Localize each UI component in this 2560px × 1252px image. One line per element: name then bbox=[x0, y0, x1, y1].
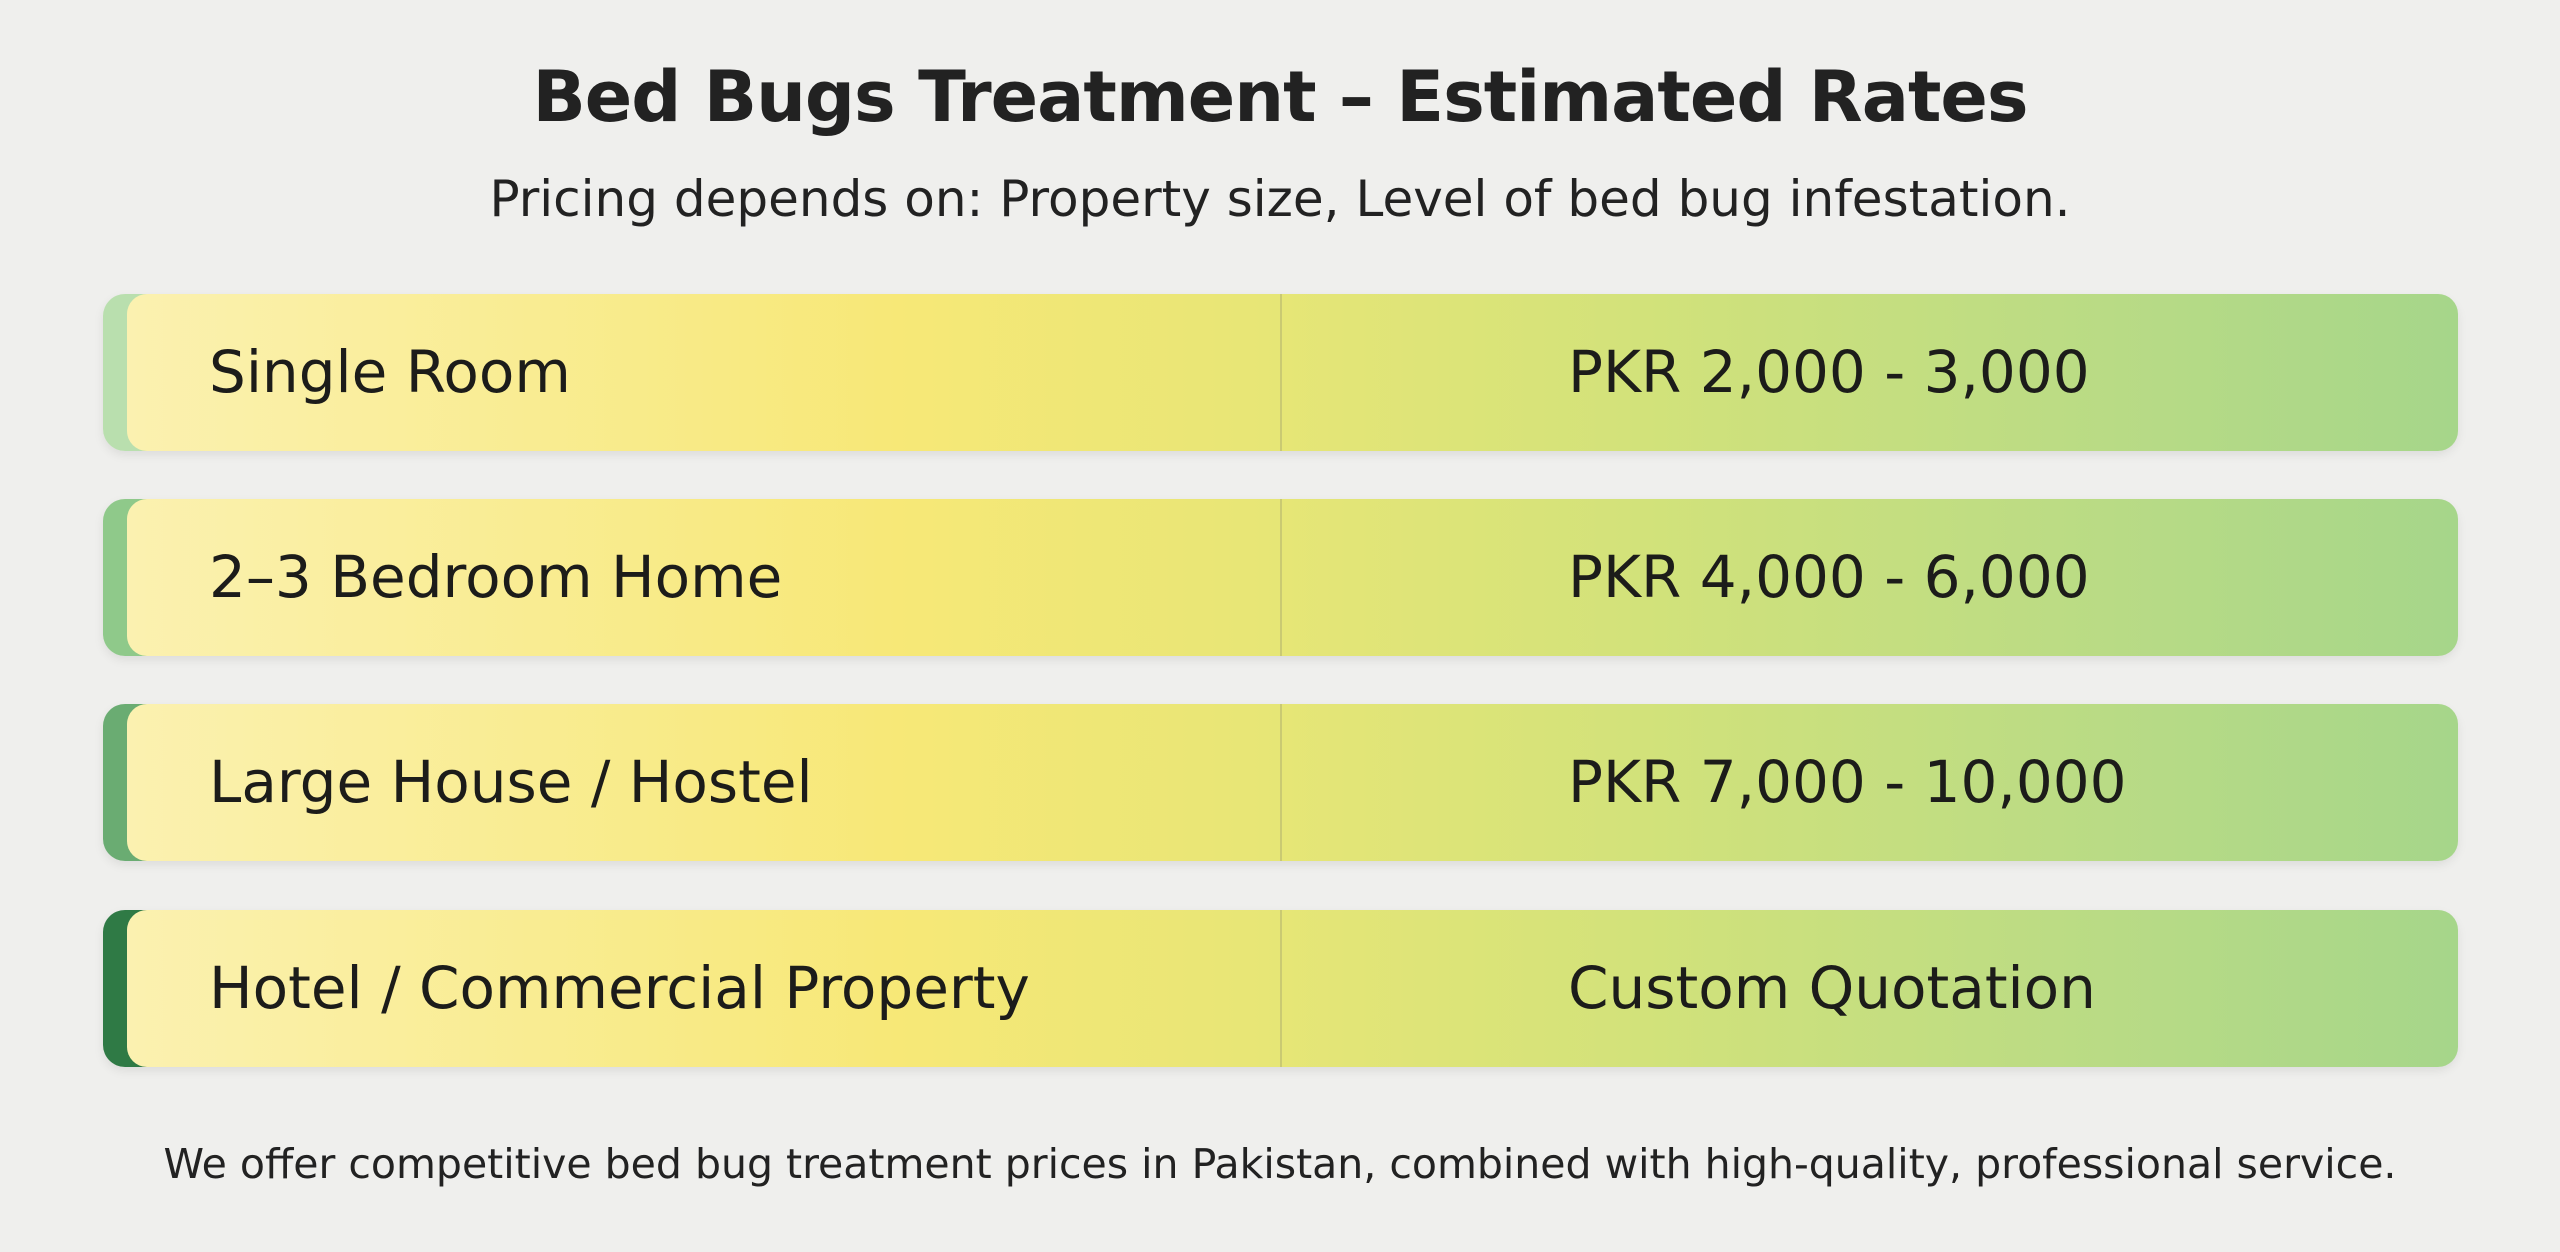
price-range: PKR 4,000 - 6,000 bbox=[1568, 543, 2090, 611]
page-title: Bed Bugs Treatment – Estimated Rates bbox=[532, 56, 2028, 138]
property-type: Hotel / Commercial Property bbox=[209, 954, 1030, 1022]
price-range: PKR 2,000 - 3,000 bbox=[1568, 338, 2090, 406]
rate-row-single-room: Single Room PKR 2,000 - 3,000 bbox=[103, 294, 2458, 451]
rate-row-bedroom-home: 2–3 Bedroom Home PKR 4,000 - 6,000 bbox=[103, 499, 2458, 656]
rate-row-large-house: Large House / Hostel PKR 7,000 - 10,000 bbox=[103, 704, 2458, 861]
column-divider bbox=[1280, 704, 1282, 861]
price-range: PKR 7,000 - 10,000 bbox=[1568, 748, 2127, 816]
rate-row-hotel-commercial: Hotel / Commercial Property Custom Quota… bbox=[103, 910, 2458, 1067]
rate-card: Large House / Hostel PKR 7,000 - 10,000 bbox=[127, 704, 2458, 861]
rate-card: 2–3 Bedroom Home PKR 4,000 - 6,000 bbox=[127, 499, 2458, 656]
price-range: Custom Quotation bbox=[1568, 954, 2096, 1022]
footer-note: We offer competitive bed bug treatment p… bbox=[163, 1140, 2397, 1188]
page-subtitle: Pricing depends on: Property size, Level… bbox=[489, 170, 2071, 228]
column-divider bbox=[1280, 910, 1282, 1067]
column-divider bbox=[1280, 294, 1282, 451]
property-type: 2–3 Bedroom Home bbox=[209, 543, 783, 611]
rate-card: Hotel / Commercial Property Custom Quota… bbox=[127, 910, 2458, 1067]
property-type: Large House / Hostel bbox=[209, 748, 813, 816]
rate-card: Single Room PKR 2,000 - 3,000 bbox=[127, 294, 2458, 451]
column-divider bbox=[1280, 499, 1282, 656]
property-type: Single Room bbox=[209, 338, 571, 406]
